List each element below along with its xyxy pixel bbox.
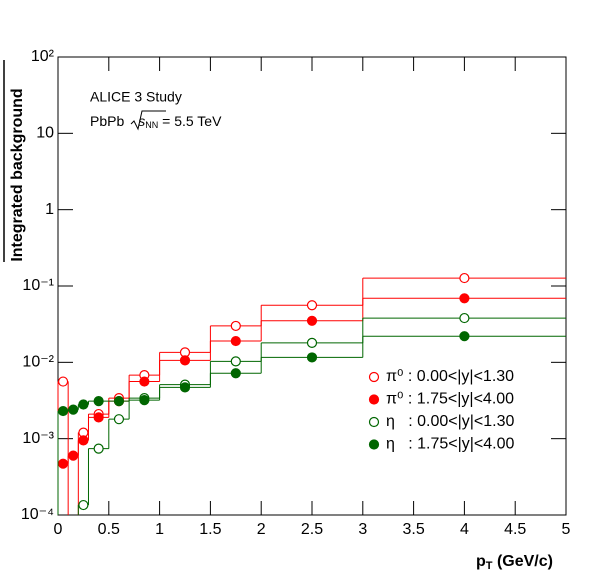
marker	[93, 396, 104, 407]
marker	[68, 404, 79, 415]
marker	[93, 443, 104, 454]
legend-label: η : 1.75<|y|<4.00	[386, 436, 515, 453]
marker	[78, 499, 89, 511]
marker	[139, 376, 150, 387]
marker	[113, 396, 125, 407]
marker	[306, 337, 318, 348]
marker	[57, 376, 69, 387]
marker	[230, 335, 241, 347]
x-tick-label: 2	[257, 521, 266, 538]
marker	[57, 458, 69, 469]
y-tick-label: 10	[36, 125, 54, 142]
legend-marker	[368, 371, 380, 383]
marker	[57, 405, 69, 417]
marker	[78, 399, 89, 410]
x-tick-label: 0.5	[98, 521, 120, 538]
legend-label: π⁰ : 1.75<|y|<4.00	[386, 391, 514, 408]
sqrt-sign	[130, 110, 166, 131]
x-axis-label: pT (GeV/c)	[476, 553, 553, 572]
x-tick-label: 3.5	[402, 521, 424, 538]
marker	[139, 395, 150, 406]
x-tick-label: 4.5	[504, 521, 526, 538]
marker	[78, 435, 89, 446]
marker	[68, 450, 79, 461]
x-tick-label: 1.5	[199, 521, 221, 538]
x-tick-label: 1	[155, 521, 164, 538]
marker	[113, 414, 125, 425]
x-tick-label: 3	[358, 521, 367, 538]
marker	[306, 315, 318, 326]
legend-label: π⁰ : 0.00<|y|<1.30	[386, 368, 514, 385]
y-tick-label: 10⁻⁴	[21, 506, 54, 523]
marker	[230, 368, 241, 379]
x-tick-label: 5	[562, 521, 571, 538]
marker	[459, 272, 470, 284]
marker	[179, 382, 191, 393]
annotation: PbPb sNN = 5.5 TeV	[90, 113, 222, 131]
y-tick-label: 10⁻¹	[22, 277, 54, 294]
marker	[306, 352, 318, 363]
x-tick-label: 4	[460, 521, 469, 538]
y-tick-label: 10⁻²	[22, 354, 54, 371]
x-tick-label: 0	[54, 521, 63, 538]
y-tick-label: 10⁻³	[22, 430, 54, 447]
marker	[459, 331, 470, 342]
marker	[306, 300, 318, 311]
marker	[230, 320, 241, 332]
marker	[93, 412, 104, 423]
y-axis-label: Integrated background	[9, 88, 26, 261]
y-tick-label: 10²	[31, 48, 55, 65]
y-tick-label: 1	[45, 201, 54, 218]
legend-marker	[368, 439, 380, 450]
marker	[459, 293, 470, 304]
legend-marker	[368, 416, 380, 428]
legend-marker	[368, 394, 380, 405]
marker	[230, 356, 241, 367]
marker	[459, 312, 470, 324]
legend-label: η : 0.00<|y|<1.30	[386, 413, 515, 430]
marker	[179, 355, 191, 366]
annotation: ALICE 3 Study	[90, 89, 182, 105]
x-tick-label: 2.5	[301, 521, 323, 538]
